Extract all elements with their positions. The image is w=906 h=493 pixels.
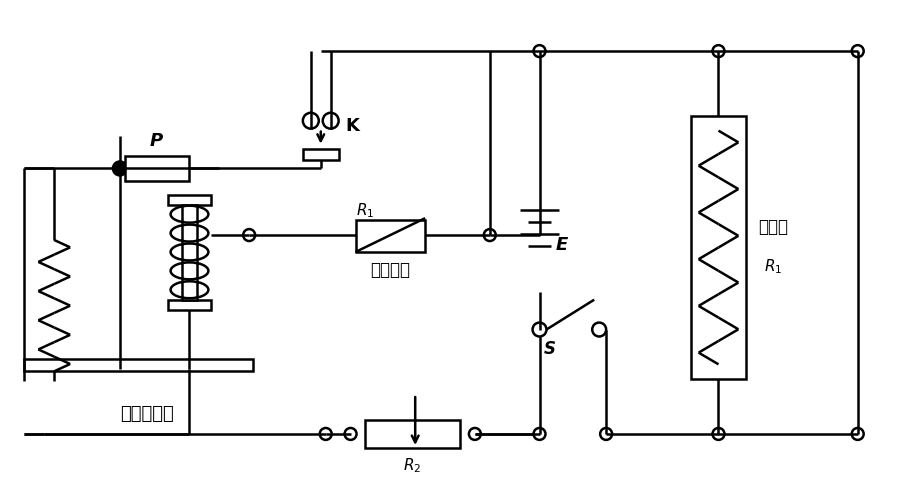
Circle shape	[323, 113, 339, 129]
Bar	[181, 205, 198, 300]
Bar	[303, 148, 339, 161]
Text: K: K	[345, 117, 360, 135]
Circle shape	[303, 113, 319, 129]
Text: P: P	[150, 132, 163, 149]
Text: 电磁继电器: 电磁继电器	[120, 405, 174, 423]
Circle shape	[113, 162, 127, 176]
Text: 热敏电阶: 热敏电阶	[371, 261, 410, 279]
Bar	[690, 116, 747, 379]
Circle shape	[852, 428, 863, 440]
Bar	[168, 300, 211, 310]
Circle shape	[469, 428, 481, 440]
Circle shape	[712, 45, 725, 57]
Text: 电炉丝: 电炉丝	[758, 218, 788, 236]
Circle shape	[593, 322, 606, 337]
Circle shape	[852, 45, 863, 57]
Text: S: S	[544, 341, 555, 358]
Circle shape	[344, 428, 357, 440]
Bar	[168, 195, 211, 205]
Circle shape	[534, 45, 545, 57]
Circle shape	[484, 229, 496, 241]
Bar	[125, 155, 189, 181]
Circle shape	[600, 428, 612, 440]
Circle shape	[533, 322, 546, 337]
Text: E: E	[555, 236, 567, 254]
Circle shape	[712, 428, 725, 440]
Text: $R_1$: $R_1$	[356, 201, 375, 219]
Bar	[24, 359, 253, 371]
Circle shape	[243, 229, 255, 241]
Bar	[355, 220, 425, 252]
Text: $R_1$: $R_1$	[764, 257, 783, 276]
Circle shape	[534, 428, 545, 440]
Text: $R_2$: $R_2$	[403, 456, 421, 475]
Circle shape	[320, 428, 332, 440]
Bar	[365, 420, 460, 448]
